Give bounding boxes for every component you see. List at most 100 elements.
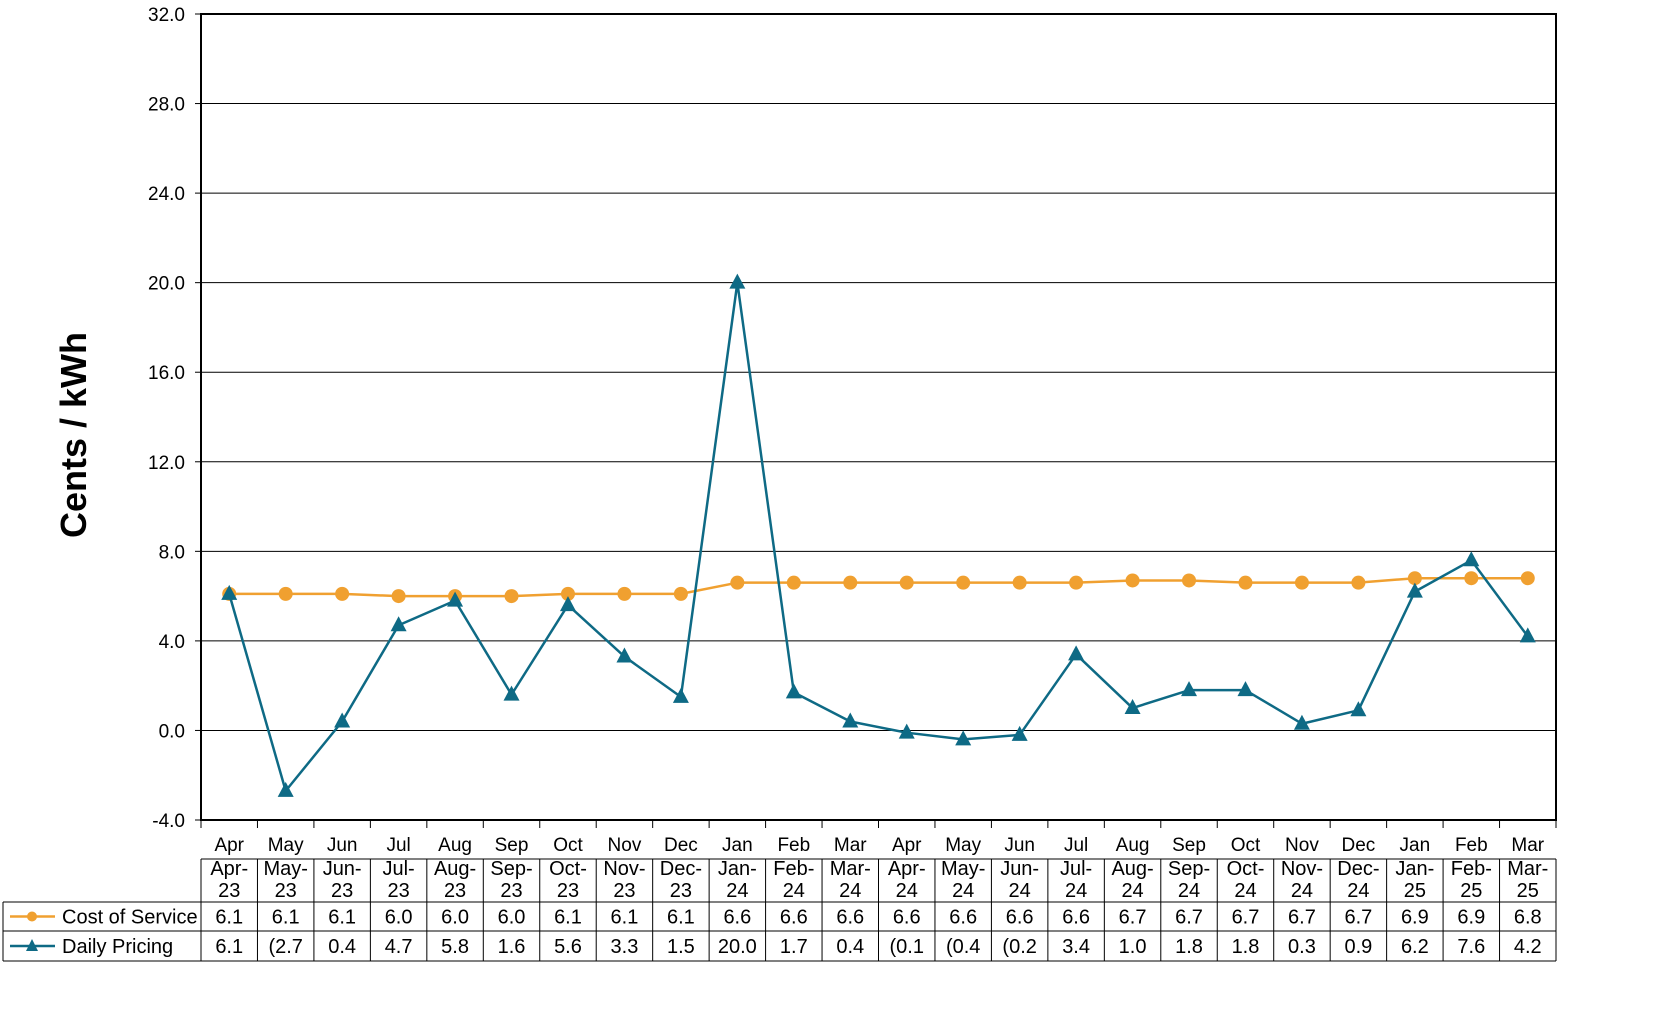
x-tick-label: Jul [1064,835,1088,856]
x-tick-label: Mar [834,835,867,856]
x-tick-label: Jan [722,835,753,856]
table-value: 6.1 [215,936,243,958]
category-label: Feb-25 [1451,858,1492,902]
table-value: 6.1 [215,907,243,929]
category-label: Aug-24 [1111,858,1153,902]
table-value: 1.0 [1119,936,1147,958]
table-value: 6.8 [1514,907,1542,929]
x-tick-label: Mar [1511,835,1544,856]
table-value: 6.7 [1119,907,1147,929]
data-point [1407,571,1422,586]
x-tick-label: Oct [553,835,583,856]
data-point [1012,575,1027,590]
data-point [1406,582,1423,598]
data-point [1124,699,1141,715]
table-value: 6.2 [1401,936,1429,958]
category-label: Jul-23 [382,858,414,902]
category-label: Apr-23 [210,858,248,902]
table-value: 6.1 [272,907,300,929]
data-point [842,712,859,728]
data-point [1069,575,1084,590]
data-point [1181,681,1198,697]
category-label: Nov-24 [1281,858,1323,902]
x-tick-label: May [945,835,981,856]
category-label: Aug-23 [434,858,476,902]
table-value: 6.7 [1344,907,1372,929]
category-label: Oct-23 [549,858,587,902]
category-label: Jan-25 [1395,858,1434,902]
table-value: 5.6 [554,936,582,958]
data-point [1463,551,1480,567]
category-label: Sep-24 [1168,858,1210,902]
table-value: 6.9 [1401,907,1429,929]
table-value: 0.4 [328,936,356,958]
y-tick-label: 24.0 [148,184,185,205]
y-tick-label: 32.0 [148,5,185,26]
series-line [229,576,1528,598]
table-value: 3.4 [1062,936,1090,958]
x-tick-label: Jun [1004,835,1035,856]
data-point [390,616,407,632]
table-value: 6.7 [1288,907,1316,929]
data-point [729,273,746,289]
data-point [1237,681,1254,697]
data-point [955,730,972,746]
legend-label: Cost of Service [62,907,198,929]
legend-marker [27,911,37,922]
data-point [278,586,293,601]
category-label: Jan-24 [718,858,757,902]
table-value: 20.0 [718,936,757,958]
data-point [616,647,633,663]
category-label: Sep-23 [490,858,532,902]
x-tick-label: Aug [1116,835,1150,856]
data-point [956,575,971,590]
data-point [1519,627,1536,643]
legend-label: Daily Pricing [62,936,173,958]
table-value: 6.6 [780,907,808,929]
table-value: 6.7 [1175,907,1203,929]
table-value: 6.6 [1062,907,1090,929]
category-label: Oct-24 [1227,858,1265,902]
table-value: 6.0 [385,907,413,929]
data-point [1294,575,1309,590]
data-point [391,589,406,604]
table-value: 3.3 [611,936,639,958]
table-value: 6.6 [949,907,977,929]
category-label: Dec-23 [660,858,702,902]
table-value: (0.1 [889,936,923,958]
x-tick-label: Jan [1400,835,1431,856]
data-point [1011,725,1028,741]
data-point [730,575,745,590]
data-point [504,589,519,604]
y-tick-label: 20.0 [148,274,185,295]
table-value: 6.6 [723,907,751,929]
data-point [221,584,238,600]
table-value: 1.7 [780,936,808,958]
table-value: 6.6 [893,907,921,929]
table-value: 0.9 [1344,936,1372,958]
table-value: 4.2 [1514,936,1542,958]
table-value: 6.6 [1006,907,1034,929]
legend-marker [26,939,38,951]
category-label: Jun-23 [323,858,362,902]
y-axis-title: Cents / kWh [52,320,96,550]
table-value: 1.6 [498,936,526,958]
table-value: 5.8 [441,936,469,958]
x-tick-label: Sep [495,835,529,856]
data-point [1520,571,1535,586]
data-point [335,586,350,601]
data-point [1182,573,1197,588]
table-value: (2.7 [268,936,302,958]
y-tick-label: 28.0 [148,95,185,116]
table-value: 6.9 [1457,907,1485,929]
table-value: 6.1 [328,907,356,929]
data-point [447,591,464,607]
y-tick-label: 12.0 [148,453,185,474]
y-axis-title-text: Cents / kWh [53,331,94,539]
data-point [1351,575,1366,590]
x-tick-label: Apr [892,835,922,856]
y-tick-label: 0.0 [159,721,185,742]
y-tick-label: 4.0 [159,632,185,653]
data-point [673,586,688,601]
